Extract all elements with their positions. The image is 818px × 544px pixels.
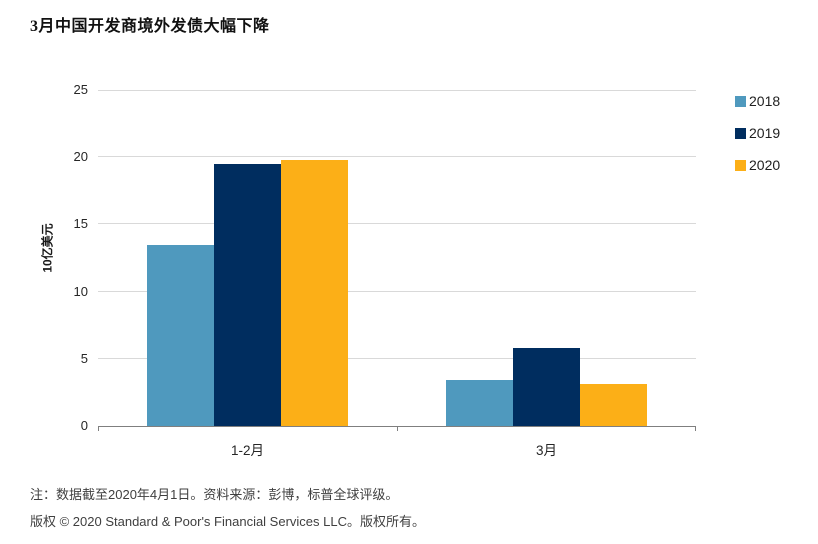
plot-area [98,90,696,431]
legend-entry-2019: 2019 [735,124,780,142]
x-axis-tick-2 [695,426,696,431]
bar-group-1-2月 [98,90,397,426]
bar-2019-3月 [513,348,580,426]
gridline-10 [98,290,696,292]
y-tick-label-15: 15 [73,216,88,232]
gridline-5 [98,357,696,359]
legend-label-2018: 2018 [749,93,781,109]
y-tick-label-0: 0 [80,418,88,433]
legend: 2018 2019 2020 [735,92,780,188]
legend-label-2020: 2020 [749,157,781,173]
legend-swatch-2020 [735,159,746,171]
legend-entry-2020: 2020 [735,156,780,174]
legend-entry-2018: 2018 [735,92,780,110]
y-tick-label-10: 10 [73,283,88,299]
footnote-source: 注：数据截至2020年4月1日。资料来源：彭博，标普全球评级。 [30,487,399,502]
bar-2019-1-2月 [214,163,281,426]
footnote-copyright: 版权 © 2020 Standard & Poor's Financial Se… [30,514,425,529]
gridline-20 [98,156,696,158]
x-axis-tick-0 [98,426,99,431]
x-category-label-1-2月: 1-2月 [230,443,264,458]
bar-2018-3月 [446,380,513,426]
legend-label-2019: 2019 [749,125,781,141]
y-tick-label-5: 5 [80,350,88,366]
gridline-15 [98,223,696,225]
y-tick-label-20: 20 [73,149,88,165]
x-axis-tick-1 [397,426,398,431]
bar-2020-1-2月 [281,159,348,426]
bar-group-3月 [397,90,696,426]
chart-title: 3月中国开发商境外发债大幅下降 [30,18,270,35]
legend-swatch-2019 [735,127,746,139]
y-axis-title: 10亿美元 [40,223,55,273]
y-tick-label-25: 25 [73,82,88,97]
x-category-label-3月: 3月 [535,443,557,458]
bar-2020-3月 [580,384,647,426]
legend-swatch-2018 [735,95,746,107]
gridline-25 [98,90,696,91]
bar-2018-1-2月 [147,244,214,426]
